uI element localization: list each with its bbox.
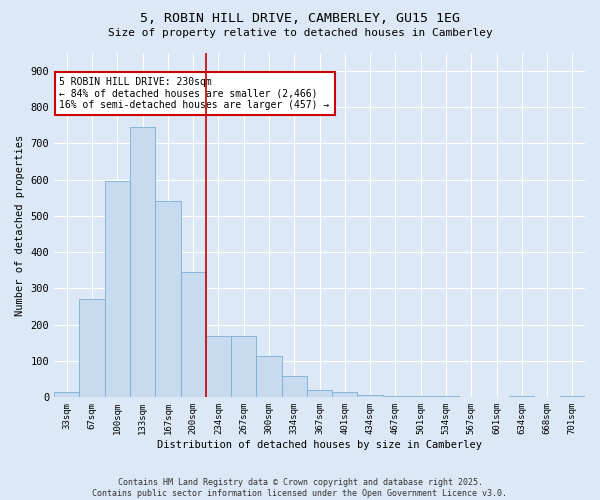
Text: 5 ROBIN HILL DRIVE: 230sqm
← 84% of detached houses are smaller (2,466)
16% of s: 5 ROBIN HILL DRIVE: 230sqm ← 84% of deta… (59, 76, 330, 110)
Text: 5, ROBIN HILL DRIVE, CAMBERLEY, GU15 1EG: 5, ROBIN HILL DRIVE, CAMBERLEY, GU15 1EG (140, 12, 460, 26)
Bar (408, 396, 433, 398)
Bar (560, 396, 585, 398)
Text: Contains HM Land Registry data © Crown copyright and database right 2025.
Contai: Contains HM Land Registry data © Crown c… (92, 478, 508, 498)
Bar (358, 395, 383, 398)
X-axis label: Distribution of detached houses by size in Camberley: Distribution of detached houses by size … (157, 440, 482, 450)
Bar (54, 392, 79, 398)
Bar (105, 182, 130, 398)
Bar (155, 202, 181, 398)
Bar (383, 396, 408, 398)
Y-axis label: Number of detached properties: Number of detached properties (15, 134, 25, 316)
Bar (231, 336, 256, 398)
Bar (130, 127, 155, 398)
Bar (509, 396, 535, 398)
Text: Size of property relative to detached houses in Camberley: Size of property relative to detached ho… (107, 28, 493, 38)
Bar (307, 390, 332, 398)
Bar (79, 300, 105, 398)
Bar (181, 272, 206, 398)
Bar (433, 396, 458, 398)
Bar (281, 376, 307, 398)
Bar (256, 356, 281, 398)
Bar (332, 392, 358, 398)
Bar (206, 336, 231, 398)
